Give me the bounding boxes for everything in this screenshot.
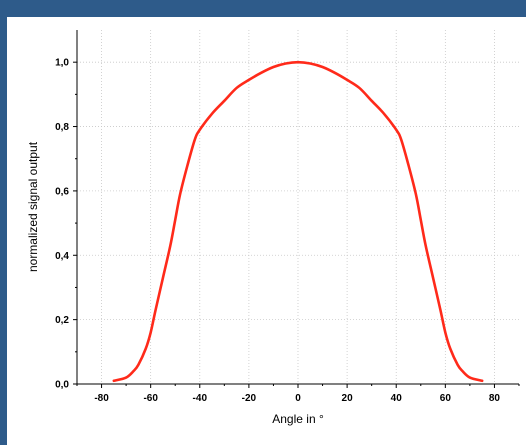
x-tick-label: 40 [391,393,403,404]
signal-output-line [112,60,484,383]
x-axis-title: Angle in ° [272,412,324,426]
x-tick-label: 20 [342,393,354,404]
y-tick-label: 1,0 [55,58,69,69]
x-tick-label: 0 [295,393,301,404]
x-tick-label: -80 [94,393,109,404]
y-tick-label: 0,2 [55,315,69,326]
x-tick-label: 80 [489,393,501,404]
tick-labels: -80 -60 -40 -20 0 20 40 60 80 0,0 0,2 0,4 0,6 0,8 1,0 [55,58,500,404]
y-axis-title: normalized signal output [26,141,40,272]
x-tick-label: -60 [143,393,158,404]
x-tick-label: -40 [193,393,208,404]
y-tick-label: 0,6 [55,186,69,197]
chart-panel [7,17,526,445]
series [112,60,484,383]
ticks [73,61,520,388]
x-tick-label: 60 [440,393,452,404]
grid [77,30,519,385]
x-tick-label: -20 [242,393,257,404]
y-tick-label: 0,0 [55,380,69,391]
y-tick-label: 0,8 [55,122,69,133]
y-tick-label: 0,4 [55,251,69,262]
